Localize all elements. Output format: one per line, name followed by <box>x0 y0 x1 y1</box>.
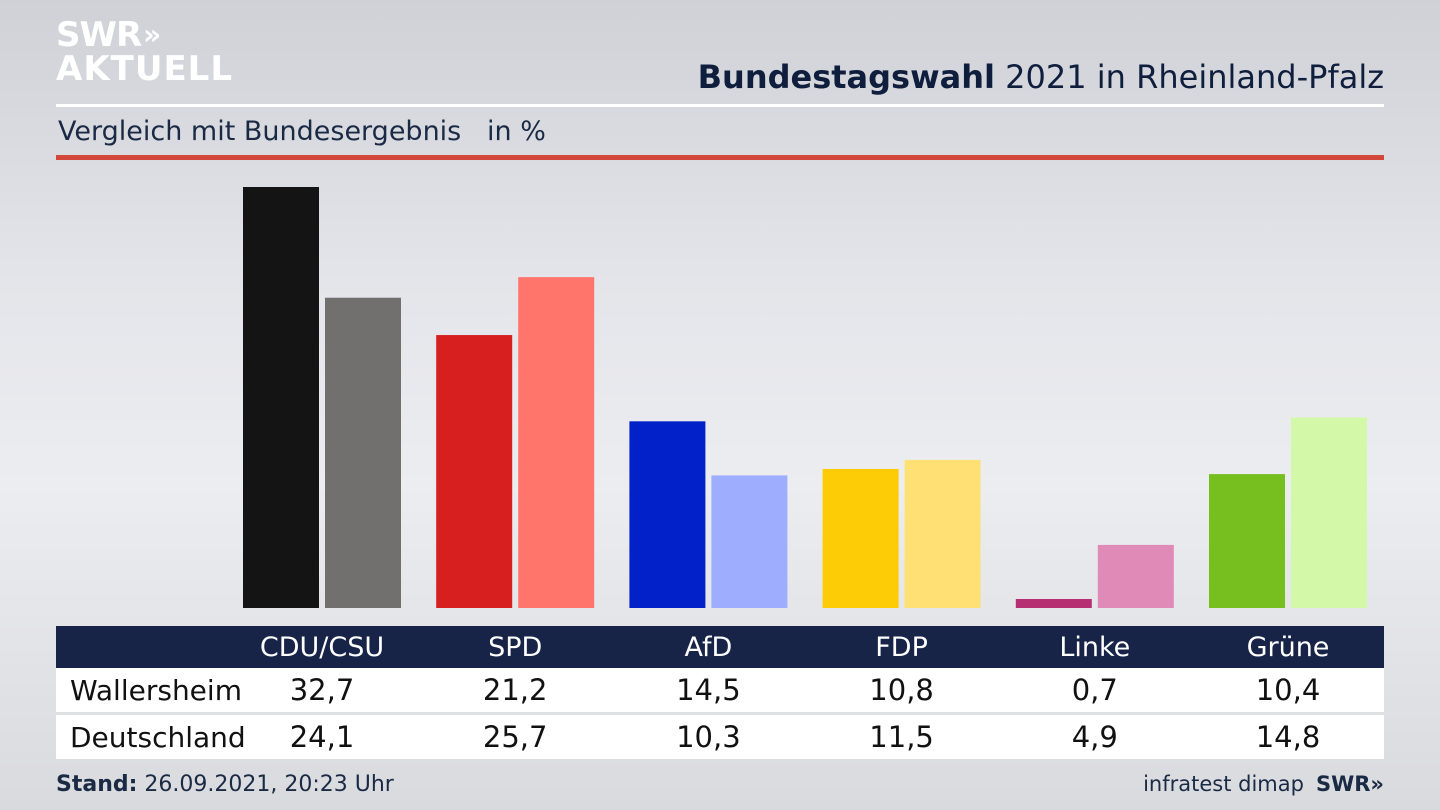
value-deutschland-linke: 4,9 <box>1071 720 1118 754</box>
value-wallersheim-gr-ne: 10,4 <box>1255 673 1321 707</box>
table-header: CDU/CSU SPD AfD FDP Linke Grüne <box>56 626 1384 668</box>
bar-deutschland-fdp <box>904 459 981 608</box>
bar-deutschland-afd <box>711 475 788 608</box>
bar-deutschland-linke <box>1097 544 1174 608</box>
value-deutschland-afd: 10,3 <box>676 720 741 754</box>
results-table: CDU/CSU SPD AfD FDP Linke Grüne Wallersheim 32… <box>56 626 1384 759</box>
column-header-linke: Linke <box>1059 631 1131 663</box>
value-wallersheim-linke: 0,7 <box>1071 673 1118 707</box>
page-title: Bundestagswahl 2021 in Rheinland-Pfalz <box>698 58 1384 96</box>
logo-aktuell: AKTUELL <box>56 49 234 89</box>
swr-brand-logo: SWR» <box>1315 772 1384 796</box>
value-wallersheim-fdp: 10,8 <box>869 673 934 707</box>
table-row: Deutschland 24,1 25,7 10,3 11,5 4,9 14,8 <box>56 715 1384 759</box>
bar-wallersheim-fdp <box>822 468 899 608</box>
table-row: Wallersheim 32,7 21,2 14,5 10,8 0,7 10,4 <box>56 668 1384 712</box>
column-header-fdp: FDP <box>875 631 928 663</box>
bar-wallersheim-linke <box>1015 598 1092 608</box>
bar-chart <box>243 187 1367 608</box>
bar-deutschland-cdu-csu <box>325 297 401 608</box>
bar-deutschland-gr-ne <box>1291 417 1367 608</box>
subtitle-divider <box>56 155 1384 160</box>
title-bold: Bundestagswahl <box>697 58 995 96</box>
value-wallersheim-afd: 14,5 <box>676 673 741 707</box>
source-credit: infratest dimap SWR» <box>1143 772 1384 796</box>
value-deutschland-cdu-csu: 24,1 <box>289 720 355 754</box>
timestamp: Stand: 26.09.2021, 20:23 Uhr <box>56 772 394 797</box>
bar-wallersheim-spd <box>436 335 513 608</box>
bar-wallersheim-afd <box>629 421 706 608</box>
column-header-spd: SPD <box>488 631 543 663</box>
column-header-cdu-csu: CDU/CSU <box>259 631 385 663</box>
value-wallersheim-cdu-csu: 32,7 <box>289 673 355 707</box>
value-deutschland-gr-ne: 14,8 <box>1255 720 1321 754</box>
column-header-gr-ne: Grüne <box>1246 631 1330 663</box>
source-label: infratest dimap <box>1143 772 1304 796</box>
bar-deutschland-spd <box>518 277 595 608</box>
column-header-afd: AfD <box>684 631 733 663</box>
chart-subtitle: Vergleich mit Bundesergebnis in % <box>58 116 546 147</box>
value-deutschland-fdp: 11,5 <box>869 720 934 754</box>
row-label: Deutschland <box>70 720 246 754</box>
bar-wallersheim-gr-ne <box>1209 474 1285 608</box>
logo-swr: SWR <box>56 15 142 55</box>
title-divider <box>56 104 1384 107</box>
stand-value: 26.09.2021, 20:23 Uhr <box>137 772 394 797</box>
title-rest: 2021 in Rheinland-Pfalz <box>995 58 1384 96</box>
value-deutschland-spd: 25,7 <box>482 720 548 754</box>
stand-label: Stand: <box>56 772 138 797</box>
bar-wallersheim-cdu-csu <box>243 187 319 608</box>
swr-aktuell-logo: SWR» AKTUELL <box>56 18 233 86</box>
value-wallersheim-spd: 21,2 <box>482 673 548 707</box>
row-label: Wallersheim <box>70 673 242 707</box>
